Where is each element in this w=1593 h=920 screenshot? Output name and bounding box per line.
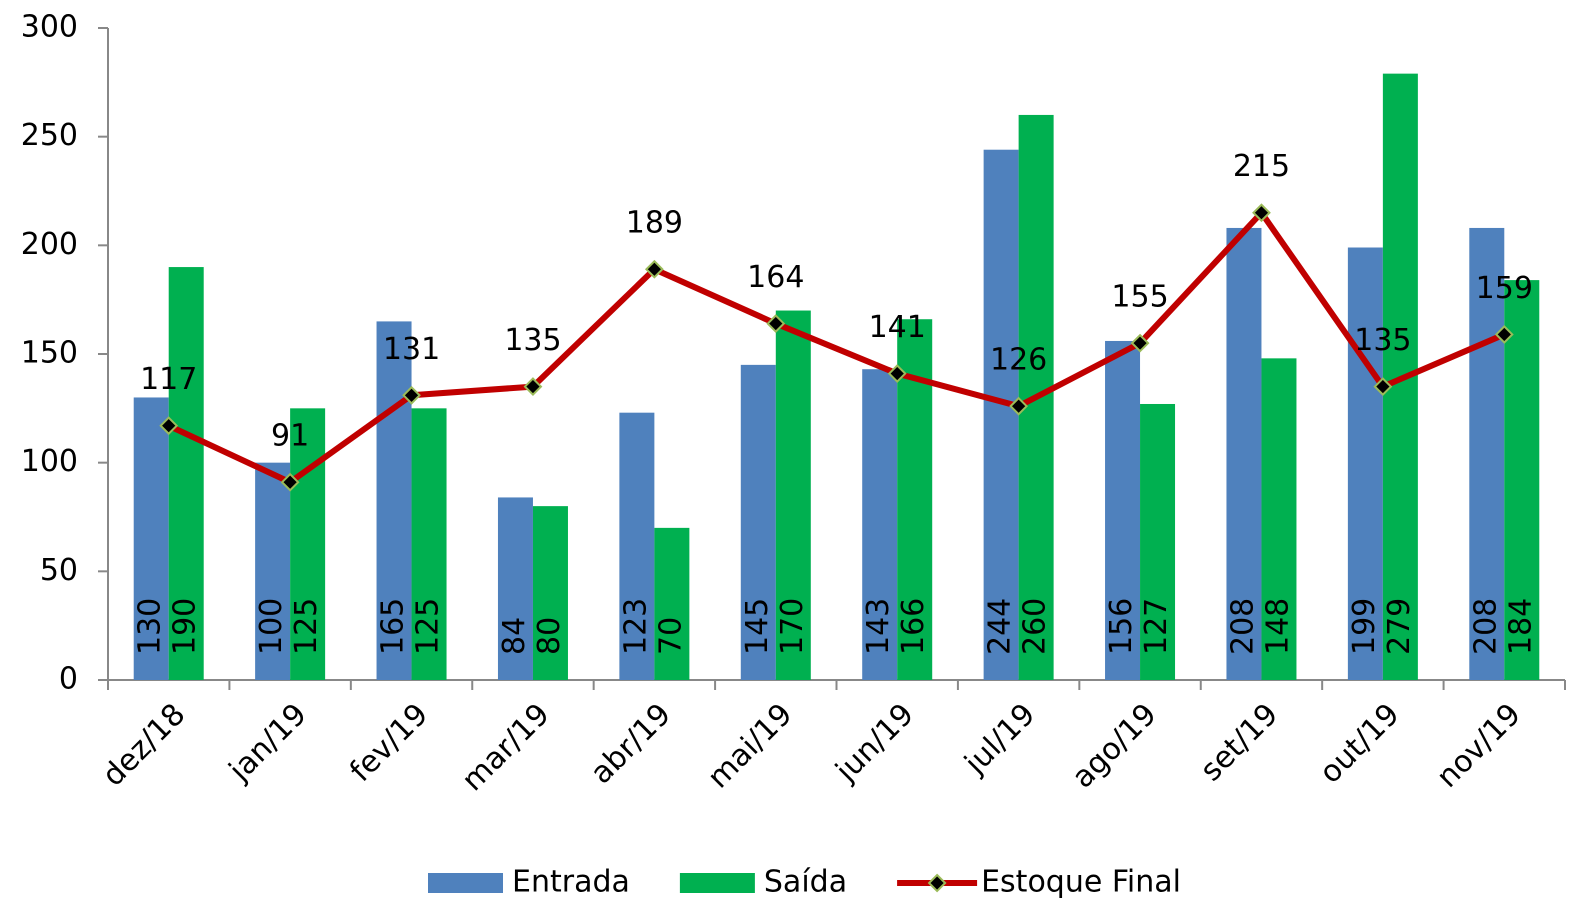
line-label: 131 <box>383 332 440 367</box>
legend-label: Saída <box>764 865 847 900</box>
legend-label: Estoque Final <box>981 865 1181 900</box>
line-marker <box>766 314 786 333</box>
bar <box>1469 227 1505 681</box>
line-marker <box>523 377 543 397</box>
legend-item: Entrada <box>428 865 630 900</box>
line-marker <box>402 385 421 405</box>
bar-label: 80 <box>532 617 567 655</box>
x-tick-label: set/19 <box>1194 697 1285 788</box>
legend-swatch <box>428 873 503 893</box>
line-marker <box>1252 203 1271 223</box>
y-tick-label: 0 <box>59 662 78 697</box>
bar <box>1347 247 1383 681</box>
bar-label: 123 <box>618 598 653 655</box>
bar-label: 148 <box>1260 598 1295 655</box>
bar <box>1105 340 1141 680</box>
line-label: 135 <box>1354 323 1411 358</box>
line-label: 159 <box>1476 271 1533 306</box>
bar <box>133 397 169 680</box>
x-tick-label: jan/19 <box>222 697 314 789</box>
line-marker <box>159 416 179 436</box>
line-label: 215 <box>1233 149 1290 184</box>
bar-label: 184 <box>1503 598 1538 655</box>
legend-swatch <box>679 873 755 893</box>
y-tick-label: 200 <box>21 227 78 262</box>
bar <box>654 527 690 680</box>
bar-label: 170 <box>775 598 810 655</box>
y-tick-label: 250 <box>21 118 78 153</box>
bar <box>290 408 326 680</box>
y-tick-label: 100 <box>21 444 78 479</box>
bar <box>168 267 204 680</box>
bar <box>619 412 655 680</box>
bar-label: 145 <box>740 598 775 655</box>
bar-label: 100 <box>254 598 289 655</box>
bar-label: 70 <box>653 617 688 655</box>
bar <box>255 462 291 680</box>
bar-label: 130 <box>133 598 168 655</box>
line-marker <box>644 259 664 279</box>
legend-label: Entrada <box>512 865 630 900</box>
bar <box>1226 227 1262 681</box>
x-tick-label: jul/19 <box>957 697 1042 782</box>
bar-label: 127 <box>1139 598 1174 655</box>
x-tick-label: fev/19 <box>343 697 435 789</box>
line-label: 117 <box>140 362 197 397</box>
bar-label: 208 <box>1468 598 1503 655</box>
x-tick-label: ago/19 <box>1065 697 1163 795</box>
bar-label: 190 <box>168 598 203 655</box>
bar <box>775 310 811 680</box>
x-tick-label: out/19 <box>1313 697 1407 791</box>
bar-label: 279 <box>1382 598 1417 655</box>
y-tick-label: 150 <box>21 336 78 371</box>
line-marker <box>1130 333 1150 353</box>
bar-label: 244 <box>983 598 1018 655</box>
y-tick-label: 300 <box>21 10 78 45</box>
line-label: 189 <box>626 206 683 241</box>
legend-item: Saída <box>679 865 847 900</box>
line-marker <box>1373 377 1393 397</box>
line <box>167 209 1506 486</box>
line-label: 141 <box>869 310 926 345</box>
bar-label: 165 <box>376 598 411 655</box>
line-marker <box>1494 325 1514 344</box>
line-label: 126 <box>990 343 1047 378</box>
legend-marker <box>927 873 947 893</box>
bar-label: 143 <box>861 598 896 655</box>
bar-label: 166 <box>896 598 931 655</box>
bar-label: 156 <box>1104 598 1139 655</box>
line-label: 155 <box>1111 280 1168 315</box>
x-tick-label: abr/19 <box>584 697 678 791</box>
bar <box>1140 403 1176 680</box>
line-marker <box>887 364 907 383</box>
bar <box>1504 280 1540 680</box>
line-label: 135 <box>504 323 561 358</box>
bar-label: 84 <box>497 617 532 655</box>
bar-label: 125 <box>289 598 324 655</box>
bar-label: 125 <box>411 598 446 655</box>
bar <box>1261 358 1297 680</box>
line-marker <box>1009 396 1029 416</box>
x-tick-label: nov/19 <box>1430 697 1528 795</box>
legend-item: Estoque Final <box>897 865 1181 900</box>
y-tick-label: 50 <box>40 553 78 588</box>
bar <box>983 149 1019 680</box>
bar <box>497 497 533 680</box>
bar <box>376 321 412 680</box>
x-tick-label: jun/19 <box>828 697 920 789</box>
bar <box>411 408 447 680</box>
bar-label: 260 <box>1018 598 1053 655</box>
bar <box>532 506 568 680</box>
bar-label: 199 <box>1347 598 1382 655</box>
x-tick-label: mai/19 <box>701 697 799 795</box>
bar <box>862 369 898 680</box>
x-tick-label: dez/18 <box>96 697 193 794</box>
line-label: 164 <box>747 260 804 295</box>
line-label: 91 <box>271 419 309 454</box>
bar <box>740 364 776 680</box>
bar-label: 208 <box>1225 598 1260 655</box>
x-tick-label: mar/19 <box>455 697 556 798</box>
line-marker <box>280 472 300 492</box>
